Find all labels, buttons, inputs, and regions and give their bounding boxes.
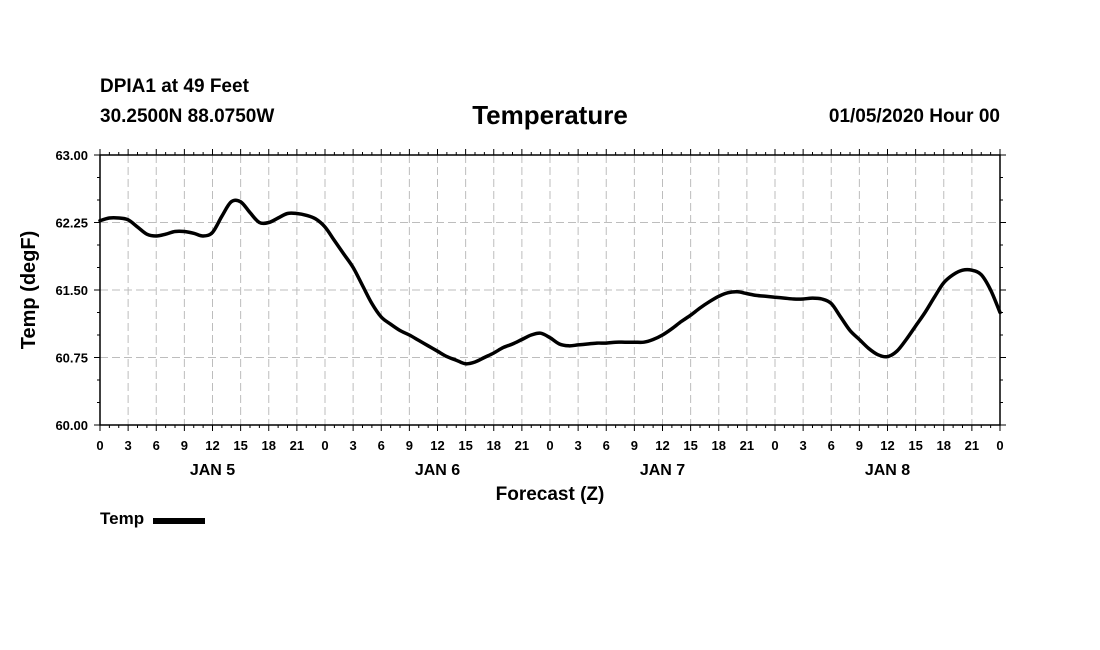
x-tick-label: 18 (712, 438, 726, 453)
y-tick-label: 61.50 (55, 283, 88, 298)
x-axis-label: Forecast (Z) (496, 484, 605, 505)
x-tick-label: 3 (350, 438, 357, 453)
x-tick-label: 9 (856, 438, 863, 453)
x-tick-label: 18 (487, 438, 501, 453)
x-tick-label: 9 (631, 438, 638, 453)
day-label: JAN 8 (865, 462, 910, 479)
grid (100, 155, 1000, 425)
x-tick-label: 6 (603, 438, 610, 453)
y-tick-label: 63.00 (55, 148, 88, 163)
series-line-temp (98, 198, 1002, 366)
coordinates-label: 30.2500N 88.0750W (100, 106, 275, 127)
x-tick-label: 6 (828, 438, 835, 453)
y-tick-label: 60.75 (55, 351, 88, 366)
x-tick-label: 15 (458, 438, 472, 453)
x-tick-label: 18 (937, 438, 951, 453)
station-label: DPIA1 at 49 Feet (100, 76, 249, 97)
x-tick-label: 21 (290, 438, 304, 453)
x-tick-label: 12 (655, 438, 669, 453)
y-axis: 60.00 60.75 61.50 62.25 63.00 (55, 148, 1006, 433)
x-tick-label: 21 (740, 438, 754, 453)
x-tick-label: 3 (125, 438, 132, 453)
x-tick-label: 0 (996, 438, 1003, 453)
x-tick-label: 18 (262, 438, 276, 453)
x-tick-label: 0 (321, 438, 328, 453)
x-tick-label: 21 (515, 438, 529, 453)
legend-swatch (153, 517, 206, 524)
chart-title: Temperature (472, 100, 628, 130)
x-tick-label: 0 (96, 438, 103, 453)
x-tick-label: 12 (880, 438, 894, 453)
legend: Temp (100, 509, 206, 529)
day-label: JAN 5 (190, 462, 235, 479)
x-tick-label: 3 (575, 438, 582, 453)
x-tick-label: 15 (233, 438, 247, 453)
day-label: JAN 7 (640, 462, 685, 479)
x-tick-label: 0 (771, 438, 778, 453)
series-group (98, 198, 1002, 366)
forecast-datetime: 01/05/2020 Hour 00 (828, 106, 1000, 127)
x-tick-label: 15 (908, 438, 922, 453)
x-tick-label: 12 (430, 438, 444, 453)
x-tick-label: 0 (546, 438, 553, 453)
x-tick-label: 6 (378, 438, 385, 453)
x-tick-label: 9 (406, 438, 413, 453)
legend-label: Temp (100, 509, 145, 528)
x-tick-label: 3 (800, 438, 807, 453)
x-tick-label: 15 (683, 438, 697, 453)
y-axis-label: Temp (degF) (18, 231, 40, 350)
x-axis: 0 3 6 9 12 15 18 21 0 3 6 9 12 15 18 21 0 3 6 9 12 15 18 21 0 3 6 9… (96, 149, 1004, 479)
x-tick-label: 12 (205, 438, 219, 453)
x-tick-label: 21 (965, 438, 979, 453)
x-tick-label: 9 (181, 438, 188, 453)
y-tick-label: 62.25 (55, 216, 88, 231)
x-tick-label: 6 (153, 438, 160, 453)
y-tick-label: 60.00 (55, 418, 88, 433)
day-label: JAN 6 (415, 462, 460, 479)
